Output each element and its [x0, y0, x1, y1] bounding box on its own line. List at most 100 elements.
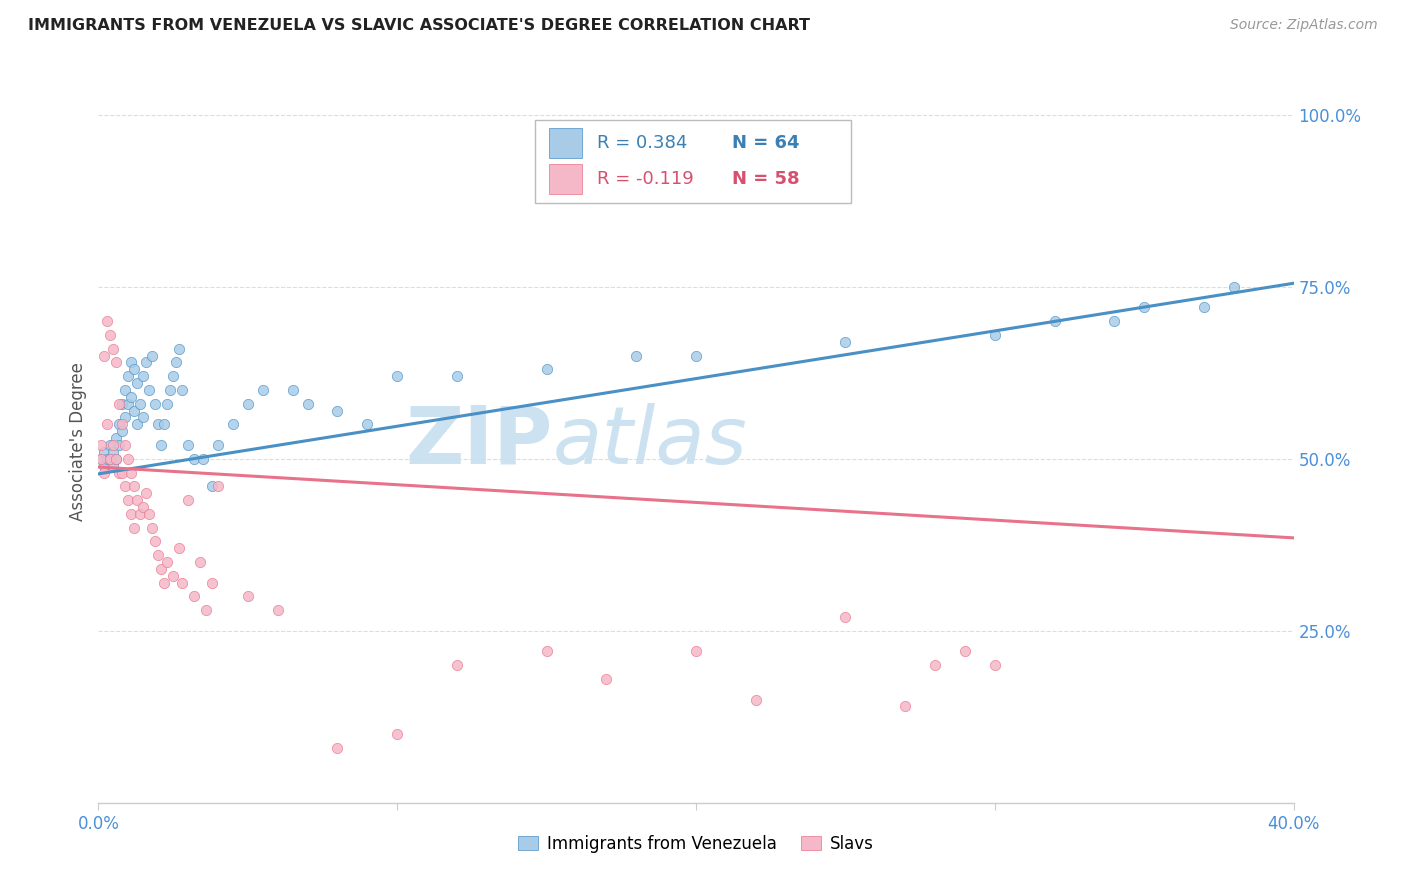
Point	[1223, 279, 1246, 293]
Point	[207, 438, 229, 452]
Point	[267, 603, 290, 617]
Point	[111, 466, 134, 480]
Point	[93, 466, 115, 480]
Point	[117, 493, 139, 508]
Point	[108, 466, 131, 480]
Point	[96, 314, 118, 328]
FancyBboxPatch shape	[534, 120, 852, 203]
Point	[103, 445, 125, 459]
Point	[1192, 301, 1215, 315]
Point	[156, 397, 179, 411]
Text: Source: ZipAtlas.com: Source: ZipAtlas.com	[1230, 18, 1378, 32]
Point	[105, 451, 128, 466]
Point	[143, 397, 166, 411]
Point	[105, 451, 128, 466]
Point	[177, 438, 200, 452]
Point	[127, 493, 149, 508]
Point	[356, 417, 378, 432]
Point	[132, 369, 155, 384]
Point	[141, 349, 163, 363]
Point	[132, 410, 155, 425]
Point	[984, 658, 1007, 673]
Point	[98, 438, 122, 452]
Point	[103, 342, 125, 356]
Text: N = 58: N = 58	[733, 170, 800, 188]
Point	[236, 397, 259, 411]
Point	[685, 349, 707, 363]
Point	[385, 727, 409, 741]
Point	[103, 458, 125, 473]
Point	[953, 644, 976, 658]
Point	[201, 479, 224, 493]
Point	[120, 390, 142, 404]
Point	[167, 541, 190, 556]
Text: R = 0.384: R = 0.384	[596, 134, 688, 153]
Point	[894, 699, 917, 714]
Bar	[548, 164, 582, 194]
Point	[207, 479, 229, 493]
Text: ZIP: ZIP	[405, 402, 553, 481]
Point	[114, 438, 136, 452]
Text: atlas: atlas	[553, 402, 748, 481]
Point	[114, 479, 136, 493]
Point	[201, 575, 224, 590]
Point	[98, 327, 122, 342]
Point	[90, 451, 112, 466]
Point	[93, 349, 115, 363]
Point	[685, 644, 707, 658]
Point	[326, 403, 349, 417]
Point	[745, 692, 768, 706]
Point	[108, 417, 131, 432]
Point	[236, 590, 259, 604]
Point	[143, 534, 166, 549]
Point	[124, 479, 146, 493]
Point	[111, 417, 134, 432]
Point	[114, 410, 136, 425]
Point	[183, 451, 205, 466]
Y-axis label: Associate's Degree: Associate's Degree	[69, 362, 87, 521]
Legend: Immigrants from Venezuela, Slavs: Immigrants from Venezuela, Slavs	[512, 828, 880, 860]
Point	[162, 568, 184, 582]
Point	[172, 575, 194, 590]
Point	[834, 334, 856, 349]
Point	[127, 376, 149, 390]
Point	[129, 397, 152, 411]
Point	[141, 520, 163, 534]
Point	[138, 507, 160, 521]
Point	[834, 610, 856, 624]
Point	[446, 658, 468, 673]
Point	[98, 451, 122, 466]
Point	[114, 383, 136, 397]
Point	[536, 362, 558, 376]
Point	[153, 575, 176, 590]
Point	[108, 438, 131, 452]
Point	[117, 451, 139, 466]
Point	[103, 438, 125, 452]
Point	[191, 451, 214, 466]
Point	[172, 383, 194, 397]
Point	[626, 349, 648, 363]
Point	[153, 417, 176, 432]
Point	[120, 507, 142, 521]
Point	[162, 369, 184, 384]
Point	[124, 362, 146, 376]
Point	[96, 451, 118, 466]
Text: N = 64: N = 64	[733, 134, 800, 153]
Point	[124, 520, 146, 534]
Point	[195, 603, 218, 617]
Point	[105, 355, 128, 369]
Point	[117, 369, 139, 384]
Point	[124, 403, 146, 417]
Point	[177, 493, 200, 508]
Point	[90, 451, 112, 466]
Point	[252, 383, 274, 397]
Point	[117, 397, 139, 411]
Point	[222, 417, 245, 432]
Point	[150, 562, 173, 576]
Point	[984, 327, 1007, 342]
Point	[132, 500, 155, 514]
Point	[167, 342, 190, 356]
Point	[93, 445, 115, 459]
Point	[297, 397, 319, 411]
Point	[536, 644, 558, 658]
